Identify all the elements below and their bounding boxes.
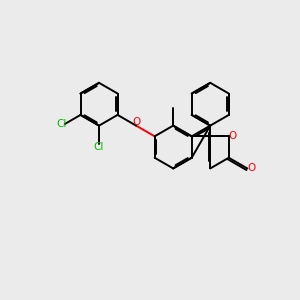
- Text: Cl: Cl: [56, 119, 66, 129]
- Text: Cl: Cl: [94, 142, 104, 152]
- Text: O: O: [132, 117, 140, 127]
- Text: O: O: [248, 164, 256, 173]
- Text: O: O: [229, 131, 237, 141]
